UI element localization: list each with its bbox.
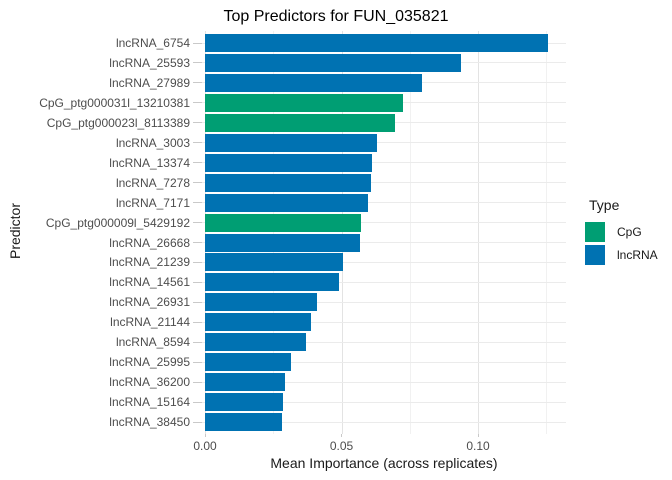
x-axis-tick [204, 434, 206, 437]
y-major-gridline [202, 162, 566, 164]
y-axis-label: lncRNA_6754 [115, 36, 190, 50]
y-major-gridline [202, 421, 566, 423]
y-axis-tick [193, 222, 202, 224]
y-axis-tick [193, 321, 202, 323]
chart-title: Top Predictors for FUN_035821 [223, 8, 449, 25]
bar [205, 273, 339, 292]
y-axis-label: lncRNA_15164 [109, 395, 190, 410]
bar [205, 373, 285, 392]
bar [205, 353, 291, 372]
x-axis-tick-label: 0.10 [466, 439, 490, 453]
bar [205, 53, 461, 72]
y-axis-label: lncRNA_7171 [115, 195, 190, 210]
bar [205, 253, 343, 272]
y-major-gridline [202, 202, 566, 204]
legend-label-lncrna: lncRNA [617, 248, 658, 262]
y-axis-tick [193, 361, 202, 363]
y-axis-label: lncRNA_7278 [115, 175, 190, 190]
legend-swatch-cpg [585, 222, 605, 242]
y-axis-label: lncRNA_36200 [109, 375, 190, 390]
y-axis-label: lncRNA_26931 [109, 295, 190, 310]
y-axis-tick [193, 82, 202, 84]
bar [205, 213, 362, 232]
y-major-gridline [202, 401, 566, 403]
bar [205, 153, 373, 172]
bar [205, 293, 317, 312]
y-major-gridline [202, 281, 566, 283]
x-major-gridline [205, 31, 206, 434]
y-axis-tick [193, 42, 202, 44]
y-axis-label: lncRNA_25995 [109, 355, 190, 370]
bar [205, 193, 368, 212]
y-axis-label: lncRNA_27989 [109, 75, 190, 90]
bar [205, 393, 283, 412]
y-axis-tick [193, 162, 202, 164]
y-axis-tick [193, 281, 202, 283]
y-axis-tick [193, 182, 202, 184]
legend-swatch-lncrna [585, 245, 605, 265]
y-major-gridline [202, 142, 566, 144]
y-major-gridline [202, 301, 566, 303]
y-major-gridline [202, 261, 566, 263]
y-axis-tick [193, 261, 202, 263]
y-axis-label: CpG_ptg000031l_13210381 [39, 95, 190, 110]
y-axis-label: lncRNA_26668 [109, 235, 190, 250]
bar [205, 173, 371, 192]
x-minor-gridline [409, 31, 411, 434]
bar [205, 313, 312, 332]
y-major-gridline [202, 381, 566, 383]
bar [205, 34, 548, 52]
y-major-gridline [202, 242, 566, 243]
y-axis-label: lncRNA_13374 [109, 155, 190, 170]
x-axis-title: Mean Importance (across replicates) [270, 455, 498, 471]
y-axis-label: lncRNA_8594 [115, 335, 190, 350]
x-axis-tick-label: 0.00 [193, 439, 217, 453]
y-axis-label: lncRNA_38450 [109, 415, 190, 430]
x-major-gridline [478, 31, 479, 434]
y-axis-tick [193, 421, 202, 423]
y-axis-label: lncRNA_25593 [109, 55, 190, 70]
y-axis-tick [193, 62, 202, 64]
bar [205, 413, 282, 432]
y-axis-label: lncRNA_3003 [115, 135, 190, 150]
y-axis-tick [193, 381, 202, 383]
y-axis-tick [193, 202, 202, 204]
x-axis-tick [477, 434, 479, 437]
bar [205, 73, 422, 92]
y-axis-label: lncRNA_21144 [110, 315, 190, 330]
y-major-gridline [202, 222, 566, 224]
bar [205, 233, 361, 252]
x-axis-tick [341, 434, 342, 437]
y-axis-title: Predictor [7, 202, 23, 260]
bar [205, 333, 306, 352]
y-major-gridline [202, 182, 566, 184]
bar [205, 133, 377, 152]
x-minor-gridline [273, 31, 275, 434]
bar [205, 93, 403, 112]
x-axis-tick-label: 0.05 [329, 439, 354, 453]
y-axis-tick [193, 301, 202, 303]
x-minor-gridline [546, 31, 548, 434]
y-major-gridline [202, 341, 566, 343]
y-axis-tick [193, 102, 202, 104]
y-axis-label: lncRNA_14561 [109, 275, 190, 290]
y-axis-tick [193, 122, 202, 124]
bar [205, 113, 395, 132]
y-axis-label: CpG_ptg000009l_5429192 [45, 215, 190, 230]
y-major-gridline [202, 361, 566, 363]
legend-title: Type [589, 197, 620, 213]
y-major-gridline [202, 321, 566, 323]
legend-label-cpg: CpG [617, 225, 642, 239]
y-axis-tick [193, 401, 202, 403]
y-axis-tick [193, 341, 202, 343]
y-axis-tick [193, 142, 202, 144]
y-axis-label: lncRNA_21239 [109, 255, 190, 270]
y-axis-label: CpG_ptg000023l_8113389 [46, 115, 190, 130]
x-major-gridline [341, 31, 343, 434]
y-axis-tick [193, 242, 202, 243]
